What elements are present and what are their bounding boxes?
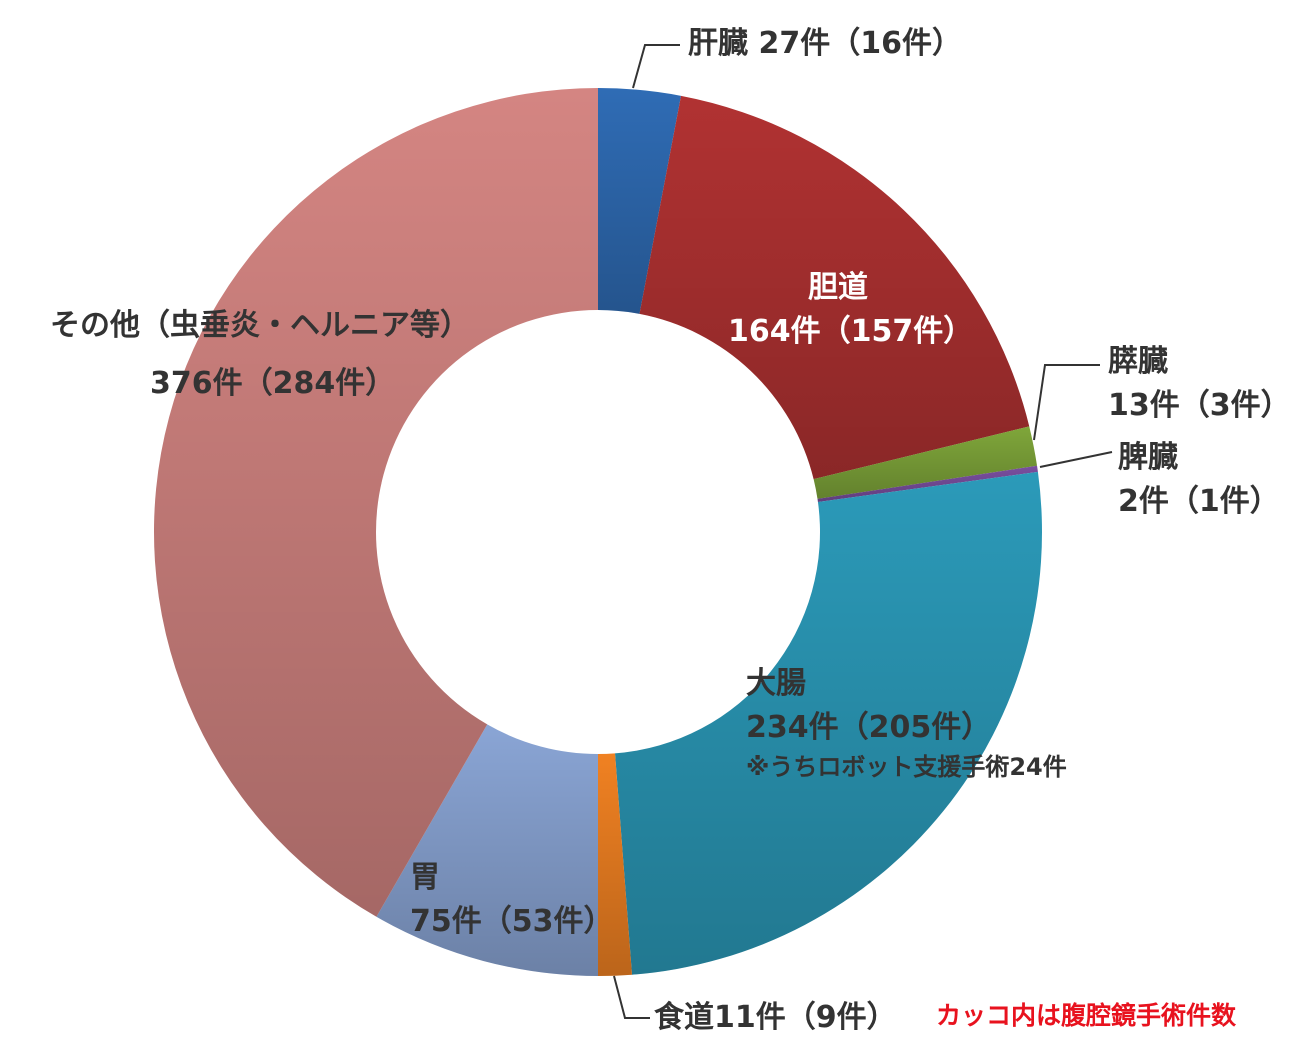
label-pancreas-name: 膵臓 <box>1108 344 1168 379</box>
label-colon-count: 234件（205件） <box>746 710 992 745</box>
label-spleen: 脾臓 2件（1件） <box>1118 436 1280 524</box>
leader-line-spleen <box>1039 451 1113 468</box>
slice-shade-4 <box>614 471 1042 975</box>
leader-line-esophagus <box>613 975 650 1019</box>
label-colon-note: ※うちロボット支援手術24件 <box>746 753 1067 781</box>
slice-shade-0 <box>598 88 682 314</box>
label-liver-text: 肝臓 27件（16件） <box>688 26 962 61</box>
label-esophagus-text: 食道11件（9件） <box>654 1000 897 1035</box>
label-esophagus: 食道11件（9件） <box>654 996 897 1040</box>
label-pancreas: 膵臓 13件（3件） <box>1108 340 1291 428</box>
label-spleen-count: 2件（1件） <box>1118 484 1280 519</box>
label-colon: 大腸 234件（205件） ※うちロボット支援手術24件 <box>746 662 1067 784</box>
slice-shade-7 <box>153 88 598 917</box>
label-other: その他（虫垂炎・ヘルニア等） 376件（284件） <box>50 304 470 406</box>
label-stomach-count: 75件（53件） <box>410 904 614 939</box>
footnote: カッコ内は腹腔鏡手術件数 <box>936 1001 1237 1030</box>
label-biliary: 胆道 164件（157件） <box>728 266 974 354</box>
slice-shade-3 <box>817 465 1038 502</box>
slice-shade-5 <box>598 753 632 976</box>
leader-line-liver <box>632 44 680 89</box>
label-colon-name: 大腸 <box>746 666 806 701</box>
label-pancreas-count: 13件（3件） <box>1108 388 1291 423</box>
label-stomach-name: 胃 <box>410 860 440 895</box>
slice-shade-6 <box>376 724 598 976</box>
label-other-count: 376件（284件） <box>150 366 396 401</box>
slice-shade-2 <box>813 426 1038 499</box>
label-other-name: その他（虫垂炎・ヘルニア等） <box>50 308 470 343</box>
label-stomach: 胃 75件（53件） <box>410 856 614 944</box>
label-biliary-count: 164件（157件） <box>728 314 974 349</box>
slice-shade-1 <box>639 95 1030 480</box>
label-biliary-name: 胆道 <box>808 270 868 305</box>
label-liver: 肝臓 27件（16件） <box>688 22 962 66</box>
leader-line-pancreas <box>1033 364 1100 441</box>
label-spleen-name: 脾臓 <box>1118 440 1178 475</box>
